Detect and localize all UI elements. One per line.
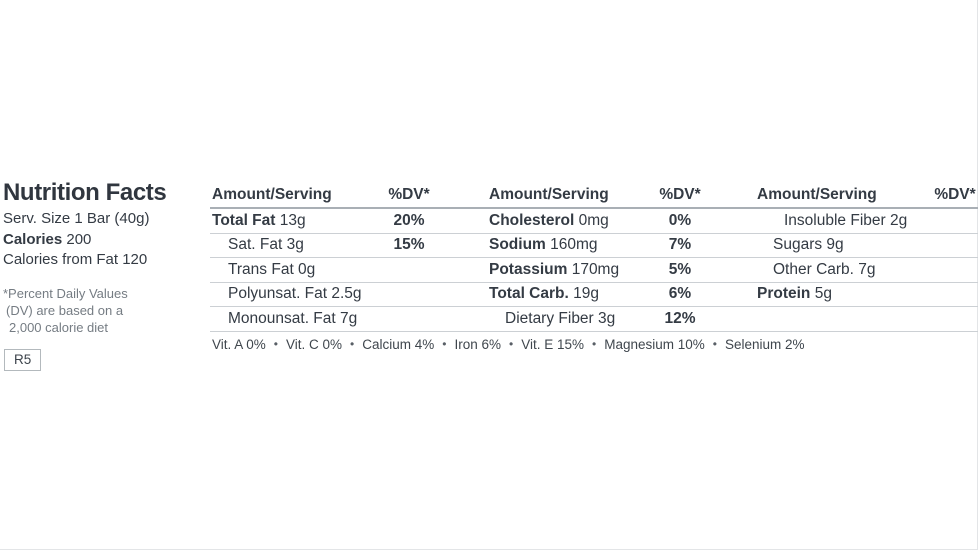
calories-from-fat: Calories from Fat 120 [3,251,148,268]
nutrient-name: Potassium [489,260,568,278]
dv-header: %DV* [659,186,701,203]
micronutrients-row: Vit. A 0% • Vit. C 0% • Calcium 4% • Iron 6% • V… [212,337,805,352]
dv-value: 12% [664,309,696,327]
nutrient-label: Polyunsat. Fat 2.5g [210,285,383,303]
bullet-separator: • [350,337,355,351]
nutrient-amount: 170mg [567,260,620,278]
micronutrient-item: Vit. A 0% [212,337,266,352]
nutrient-label: Sodium 160mg [487,236,655,254]
bullet-separator: • [273,337,278,351]
amount-serving-header: Amount/Serving [212,186,332,203]
nutrient-label: Monounsat. Fat 7g [210,310,383,328]
micronutrient-item: Magnesium 10% [604,337,705,352]
nutrient-label: Total Fat 13g [210,212,383,230]
dv-value: 20% [393,211,425,229]
dv-header: %DV* [388,186,430,203]
dv-value: 6% [668,285,692,303]
table-row: Trans Fat 0g Potassium 170mg 5% Other Carb.… [210,258,978,283]
footnote-line: 2,000 calorie diet [9,319,109,335]
footnote-line: *Percent Daily Values [3,285,128,301]
nutrient-amount: Monounsat. Fat 7g [228,309,358,327]
nutrient-label: Dietary Fiber 3g [487,310,655,328]
calories-label: Calories [3,230,63,248]
nutrient-amount: 5g [810,285,832,303]
nutrient-label: Total Carb. 19g [487,285,655,303]
nutrient-label: Protein 5g [755,285,932,303]
nutrient-amount: Trans Fat 0g [228,260,316,278]
micronutrient-item: Iron 6% [454,337,501,352]
dv-value: 0% [668,211,692,229]
nutrient-amount: Sugars 9g [773,236,844,254]
micronutrient-item: Vit. C 0% [286,337,343,352]
table-row: Sat. Fat 3g 15% Sodium 160mg 7% Sugars 9g [210,234,978,258]
nutrient-amount: Insoluble Fiber 2g [784,211,908,229]
nutrient-name: Total Carb. [489,285,569,303]
nutrient-name: Sodium [489,236,546,254]
bullet-separator: • [442,337,447,351]
nutrient-name: Cholesterol [489,211,575,229]
serving-size: Serv. Size 1 Bar (40g) [3,210,150,227]
nutrient-amount: 13g [275,211,306,229]
bullet-separator: • [712,337,717,351]
dv-value: 7% [668,236,692,254]
nutrient-label: Cholesterol 0mg [487,212,655,230]
dv-header: %DV* [934,186,976,203]
nutrient-name: Total Fat [212,211,276,229]
micronutrient-item: Vit. E 15% [521,337,584,352]
bullet-separator: • [509,337,514,351]
micronutrient-item: Selenium 2% [724,337,805,352]
micronutrient-item: Calcium 4% [362,337,435,352]
nutrient-label: Sat. Fat 3g [210,236,383,254]
table-header-row: Amount/Serving %DV* Amount/Serving %DV* … [210,186,978,209]
table-row: Total Fat 13g 20% Cholesterol 0mg 0% Insolub… [210,209,978,234]
nutrient-amount: Polyunsat. Fat 2.5g [228,285,362,303]
nutrient-amount: 0mg [574,211,609,229]
nutrient-table: Amount/Serving %DV* Amount/Serving %DV* … [210,186,978,332]
bullet-separator: • [592,337,597,351]
nutrient-amount: Other Carb. 7g [773,260,876,278]
dv-footnote: *Percent Daily Values (DV) are based on … [3,285,205,336]
revision-badge: R5 [4,348,42,371]
nutrient-label: Potassium 170mg [487,261,655,279]
nutrient-name: Protein [757,285,811,303]
nutrient-amount: Sat. Fat 3g [228,236,304,254]
dv-value: 5% [668,260,692,278]
nutrition-info-panel: Nutrition Facts Serv. Size 1 Bar (40g) C… [3,181,205,371]
calories-value: 200 [66,230,92,248]
nutrient-label: Trans Fat 0g [210,261,383,279]
table-body: Total Fat 13g 20% Cholesterol 0mg 0% Insolub… [210,209,978,332]
nutrient-amount: Dietary Fiber 3g [505,309,616,327]
table-row: Monounsat. Fat 7g Dietary Fiber 3g 12% [210,307,978,332]
dv-value: 15% [393,236,425,254]
amount-serving-header: Amount/Serving [757,186,877,203]
footnote-line: (DV) are based on a [6,302,124,318]
amount-serving-header: Amount/Serving [489,186,609,203]
nutrient-label: Insoluble Fiber 2g [755,212,932,230]
nutrition-facts-title: Nutrition Facts [3,179,167,206]
nutrient-amount: 160mg [545,236,598,254]
nutrient-label: Sugars 9g [755,236,932,254]
calories-row: Calories 200 [3,230,205,251]
table-row: Polyunsat. Fat 2.5g Total Carb. 19g 6% Prot… [210,283,978,307]
nutrient-amount: 19g [568,285,599,303]
nutrient-label: Other Carb. 7g [755,261,932,279]
